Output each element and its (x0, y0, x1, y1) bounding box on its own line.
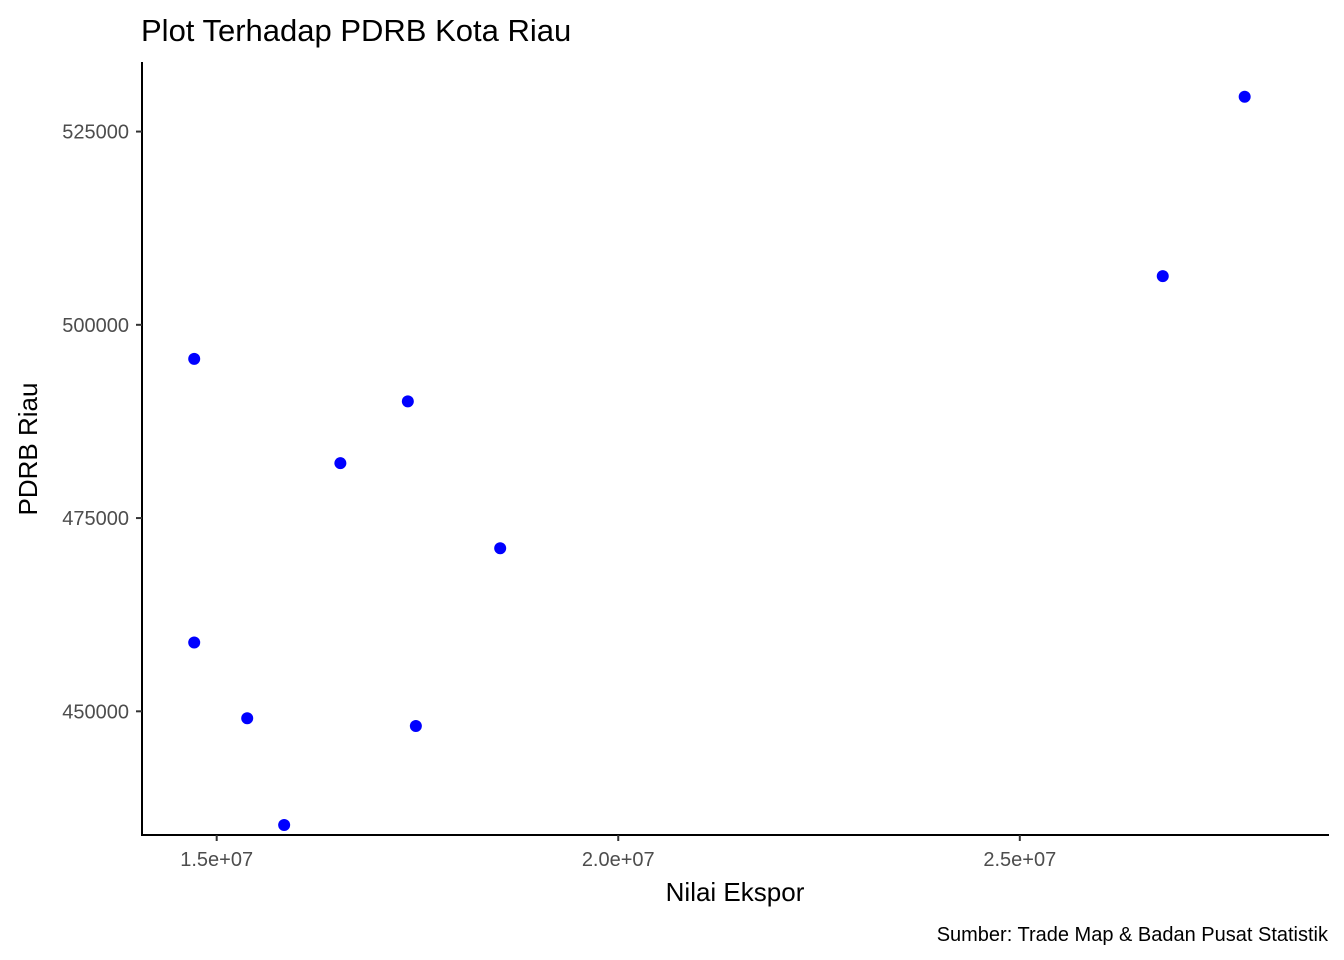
x-axis-title: Nilai Ekspor (666, 877, 805, 907)
y-tick-label: 500000 (62, 315, 129, 337)
data-point (1238, 90, 1251, 103)
data-point (494, 542, 507, 555)
data-point (334, 457, 347, 470)
data-point (409, 720, 422, 733)
y-tick-label: 450000 (62, 701, 129, 723)
data-point (278, 818, 291, 831)
data-point (1156, 270, 1169, 283)
x-tick-label: 2.5e+07 (983, 849, 1056, 871)
data-point (401, 395, 414, 408)
data-point (188, 352, 201, 365)
y-tick-label: 475000 (62, 508, 129, 530)
data-points (188, 90, 1251, 831)
plot-panel: 450000 475000 500000 525000 1.5e+07 2.0e+07 2… (62, 62, 1329, 871)
chart-title: Plot Terhadap PDRB Kota Riau (141, 13, 571, 48)
y-tick-label: 525000 (62, 122, 129, 144)
x-tick-label: 1.5e+07 (180, 849, 253, 871)
y-axis-ticks: 450000 475000 500000 525000 (62, 122, 142, 723)
data-point (188, 636, 201, 649)
source-caption: Sumber: Trade Map & Badan Pusat Statisti… (937, 924, 1329, 946)
y-axis-title: PDRB Riau (13, 383, 43, 516)
data-point (241, 712, 254, 725)
x-axis-ticks: 1.5e+07 2.0e+07 2.5e+07 (180, 835, 1056, 871)
x-tick-label: 2.0e+07 (582, 849, 655, 871)
